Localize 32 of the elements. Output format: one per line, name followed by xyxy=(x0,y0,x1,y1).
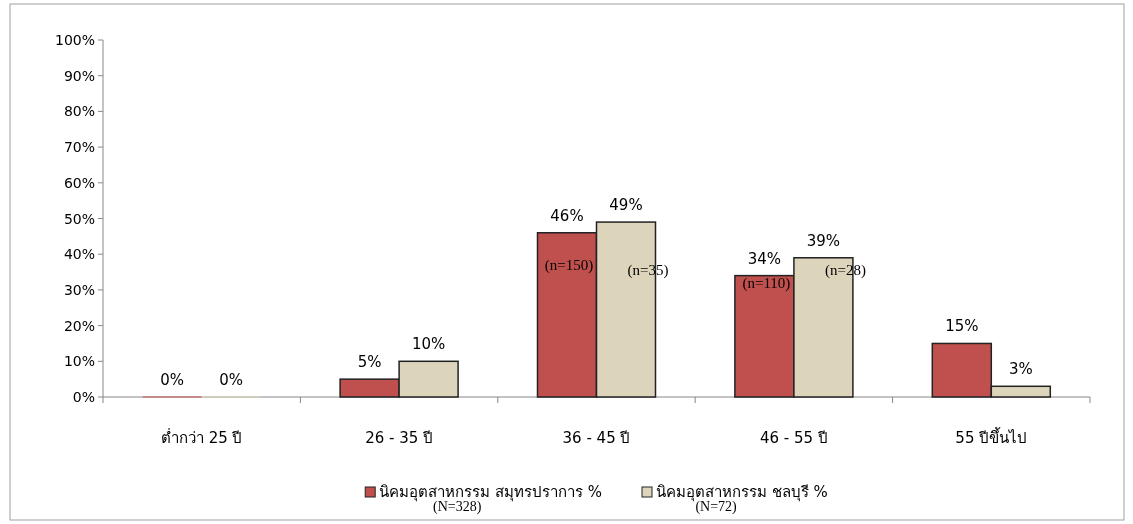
data-label: 46% xyxy=(550,206,584,225)
y-tick-label: 10% xyxy=(63,353,95,370)
annotation: (n=150) xyxy=(544,256,594,274)
x-tick-label: 26 - 35 ปี xyxy=(365,429,434,447)
y-tick-label: 80% xyxy=(63,103,95,120)
data-label: 39% xyxy=(806,231,841,250)
y-tick-label: 20% xyxy=(63,317,95,334)
text: (N=72) xyxy=(695,499,738,515)
text: (N=328) xyxy=(433,499,482,515)
x-tick-label: 55 ปีขึ้นไป xyxy=(955,427,1028,447)
y-tick-label: 40% xyxy=(63,246,95,263)
data-label: 0% xyxy=(160,371,185,389)
data-label: 5% xyxy=(357,353,382,372)
data-label: 15% xyxy=(945,317,979,336)
data-label: 49% xyxy=(609,196,643,215)
data-label: 0% xyxy=(219,371,244,389)
y-tick-label: 60% xyxy=(63,174,95,191)
y-tick-label: 0% xyxy=(72,389,95,405)
y-tick-label: 30% xyxy=(63,281,95,298)
x-tick-label: ต่ำกว่า 25 ปี xyxy=(160,427,243,447)
y-tick-label: 90% xyxy=(63,67,95,84)
legend-label: นิคมอุตสาหกรรม ชลบุรี % xyxy=(656,483,828,502)
legend-label: นิคมอุตสาหกรรม สมุทรปราการ % xyxy=(379,483,602,502)
data-label: 10% xyxy=(411,335,446,354)
y-tick-label: 70% xyxy=(63,139,95,156)
data-label: 34% xyxy=(747,249,782,268)
data-label: 3% xyxy=(1008,360,1033,379)
annotation: (n=110) xyxy=(742,274,791,292)
y-tick-label: 100% xyxy=(54,32,95,48)
y-tick-label: 50% xyxy=(63,210,95,227)
x-tick-label: 46 - 55 ปี xyxy=(759,429,828,447)
x-tick-label: 36 - 45 ปี xyxy=(562,429,631,447)
